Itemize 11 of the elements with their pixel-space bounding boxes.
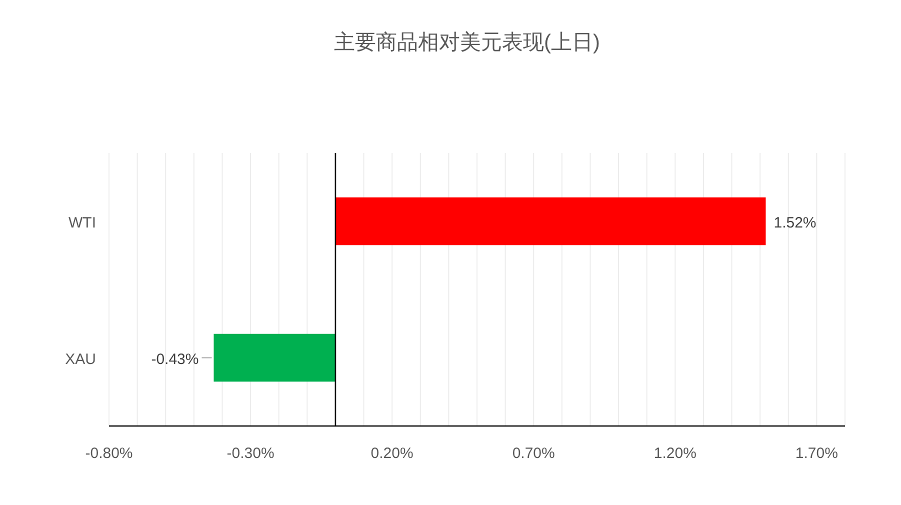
x-tick-label: -0.80% <box>85 445 133 462</box>
value-label: 1.52% <box>774 214 816 232</box>
title: 主要商品相对美元表现(上日) <box>334 31 600 54</box>
x-tick-label: 1.20% <box>654 445 696 462</box>
category-label: XAU <box>65 350 96 368</box>
x-tick-label: 0.70% <box>512 445 555 462</box>
x-tick-label: 1.70% <box>795 445 838 462</box>
category-label: WTI <box>68 214 96 232</box>
x-tick-label: 0.20% <box>370 445 414 462</box>
value-label: -0.43% <box>151 350 199 368</box>
x-tick-label: -0.30% <box>226 445 274 462</box>
